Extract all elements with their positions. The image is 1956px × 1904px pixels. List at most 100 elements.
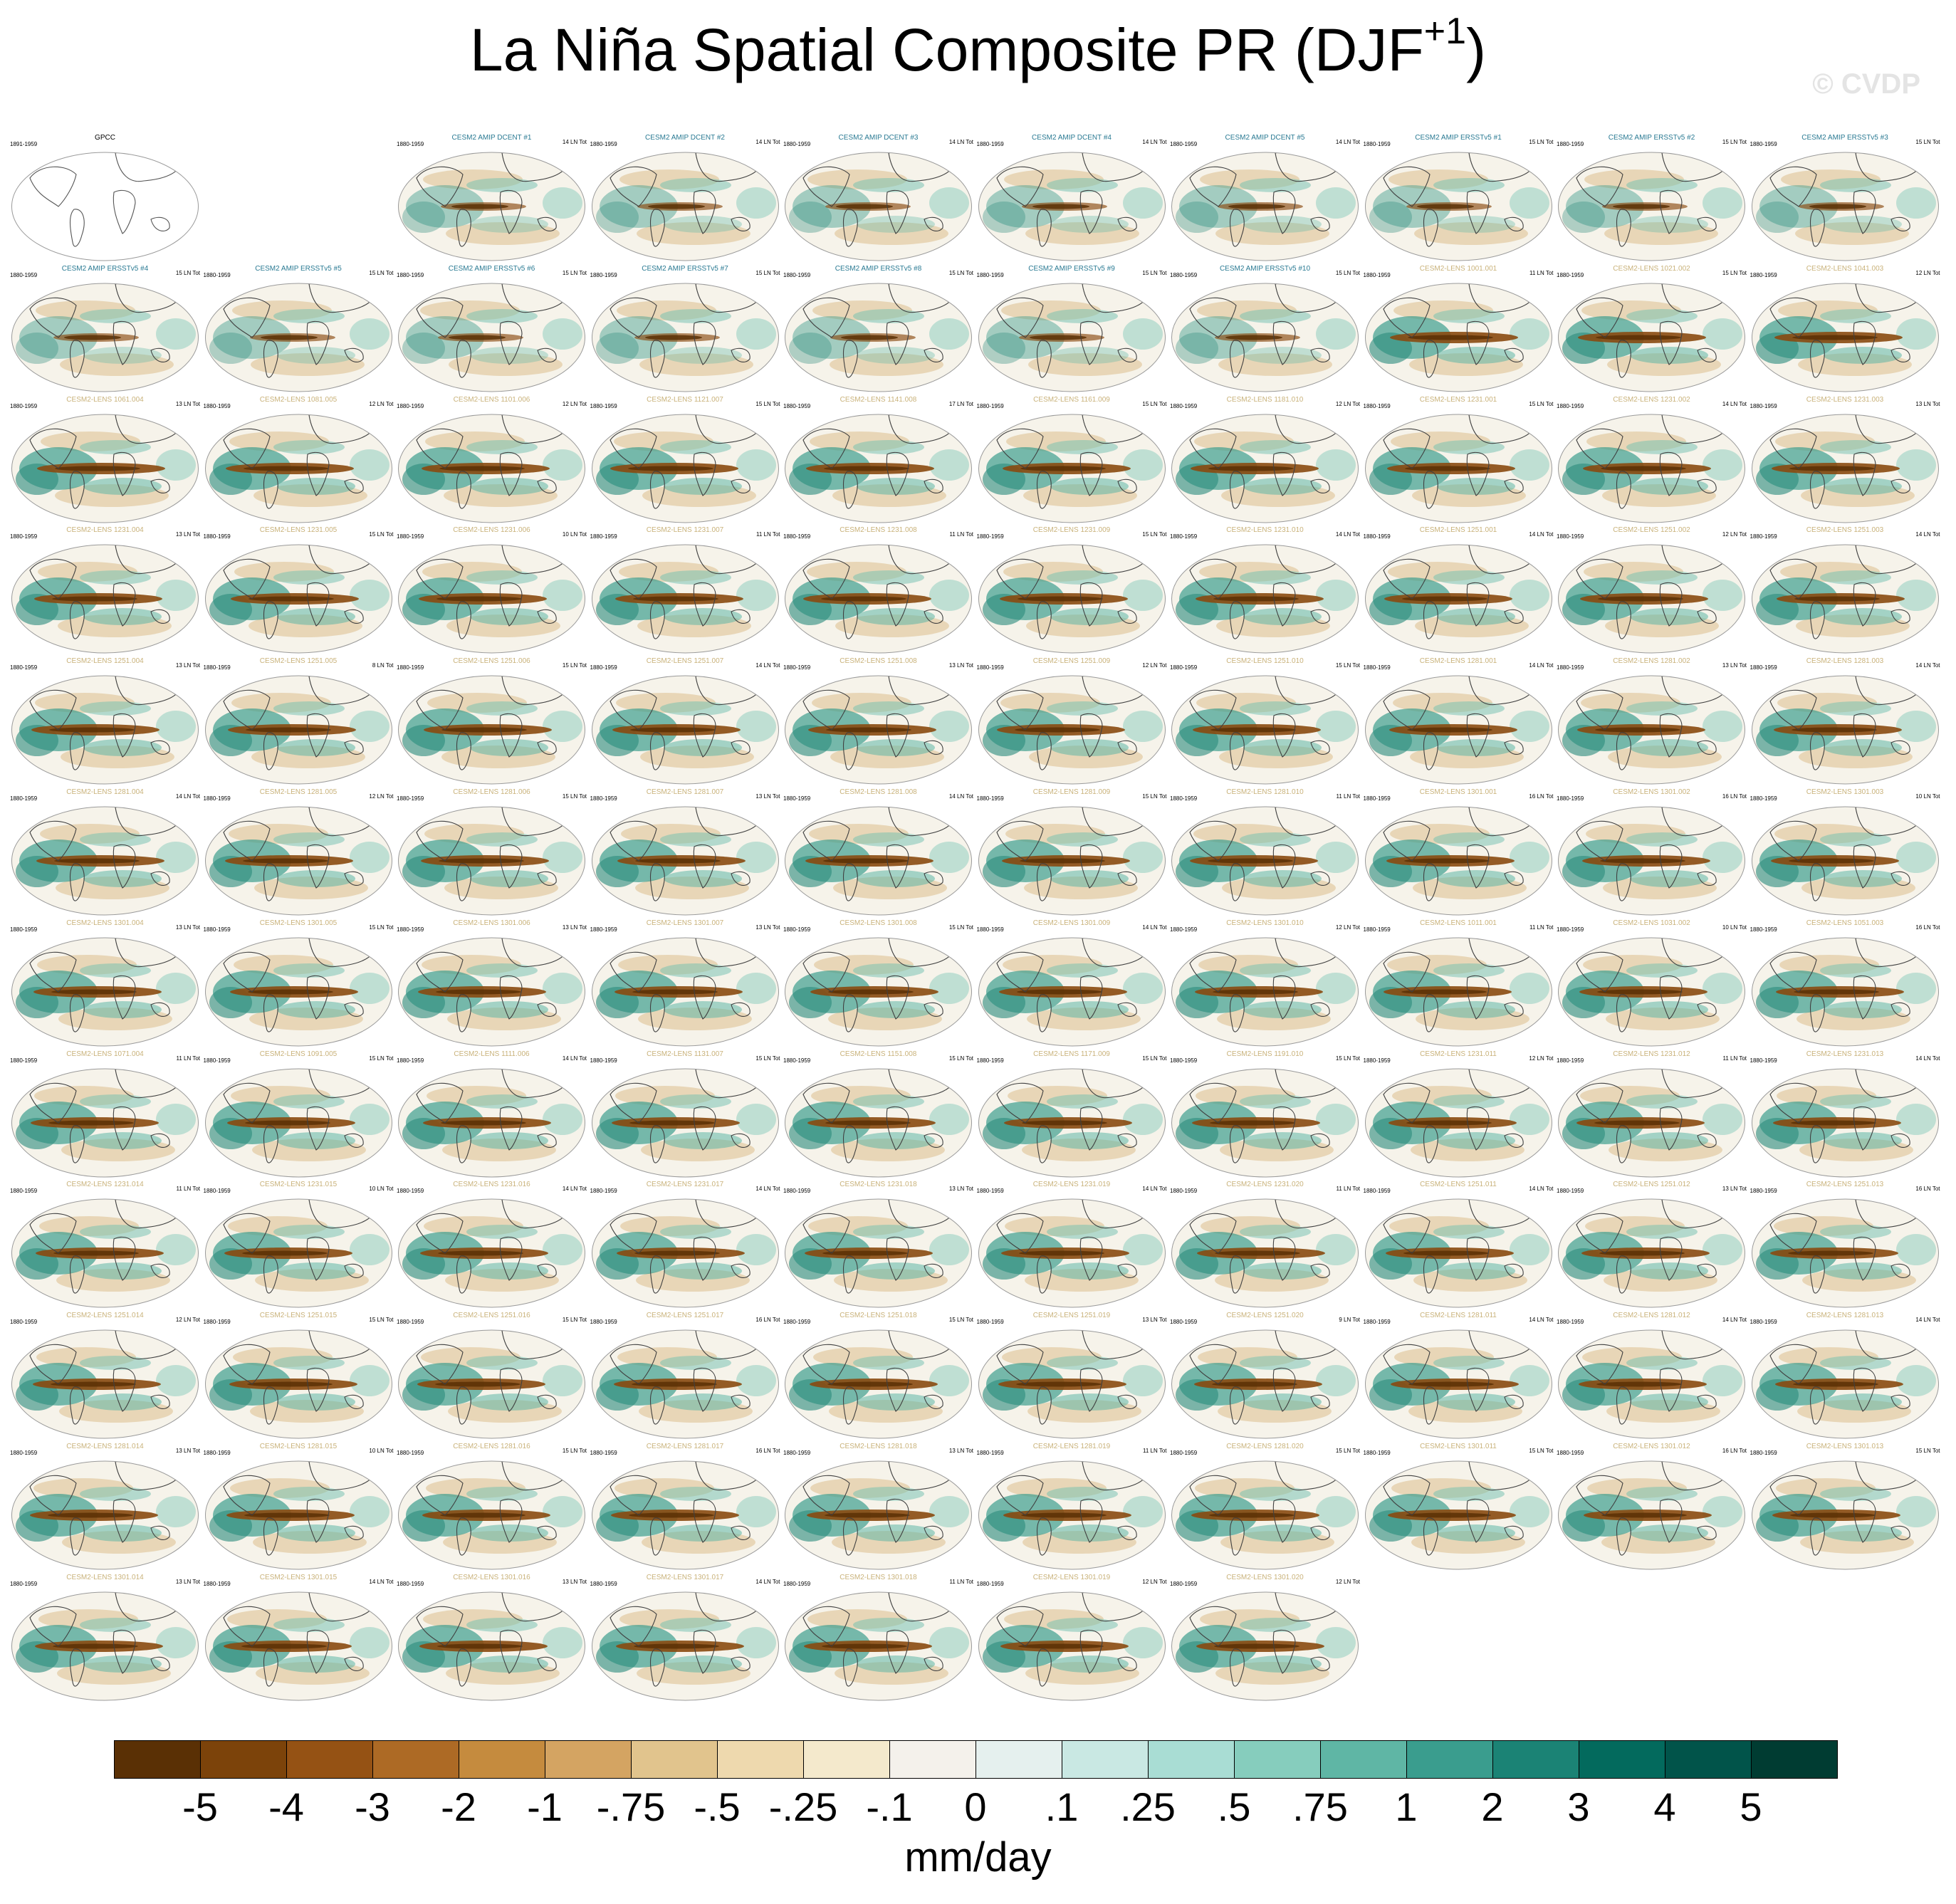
panel-event-count: 14 LN Tot (1915, 662, 1940, 669)
map-panel: CESM2-LENS 1251.009 1880-1959 12 LN Tot (976, 657, 1168, 790)
panel-period: 1880-1959 (590, 1450, 617, 1456)
panel-event-count: 15 LN Tot (562, 269, 587, 276)
robinson-map (204, 1198, 392, 1308)
map-panel: CESM2-LENS 1281.014 1880-1959 13 LN Tot (9, 1443, 202, 1575)
map-panel: CESM2-LENS 1251.014 1880-1959 12 LN Tot (9, 1312, 202, 1444)
robinson-map (204, 1329, 392, 1439)
panel-title: CESM2-LENS 1231.010 (1226, 526, 1304, 535)
robinson-map (398, 806, 585, 916)
map-panel: CESM2-LENS 1251.017 1880-1959 16 LN Tot (589, 1312, 782, 1444)
panel-title: CESM2-LENS 1141.008 (840, 395, 917, 404)
panel-event-count: 14 LN Tot (562, 1055, 587, 1062)
panel-period: 1880-1959 (203, 402, 231, 409)
panel-period: 1880-1959 (1363, 926, 1391, 933)
robinson-map (1558, 675, 1745, 785)
robinson-map (398, 1329, 585, 1439)
panel-title: CESM2-LENS 1281.014 (66, 1443, 144, 1450)
panel-event-count: 12 LN Tot (175, 1317, 200, 1324)
robinson-map (11, 1591, 199, 1701)
robinson-map (591, 1068, 779, 1178)
panel-event-count: 13 LN Tot (175, 924, 200, 931)
robinson-map (1171, 283, 1359, 392)
title-close: ) (1466, 16, 1487, 83)
colorbar-box (1579, 1740, 1665, 1779)
map-panel: CESM2-LENS 1251.020 1880-1959 9 LN Tot (1168, 1312, 1361, 1444)
robinson-map (204, 1068, 392, 1178)
robinson-map (785, 675, 972, 785)
robinson-map (785, 1591, 972, 1701)
map-panel: CESM2 AMIP DCENT #5 1880-1959 14 LN Tot (1168, 134, 1361, 266)
robinson-map (591, 806, 779, 916)
panel-event-count: 14 LN Tot (1722, 400, 1747, 407)
map-panel: CESM2-LENS 1281.009 1880-1959 15 LN Tot (976, 788, 1168, 921)
panel-event-count: 12 LN Tot (1335, 924, 1360, 931)
panel-period: 1880-1959 (783, 1450, 811, 1456)
panel-title: CESM2-LENS 1231.015 (259, 1181, 338, 1189)
robinson-map (204, 544, 392, 654)
map-panel: CESM2-LENS 1251.012 1880-1959 13 LN Tot (1555, 1181, 1748, 1313)
robinson-map (1364, 937, 1552, 1047)
panel-period: 1880-1959 (10, 1450, 38, 1456)
panel-event-count: 13 LN Tot (755, 924, 780, 931)
map-panel: CESM2-LENS 1301.016 1880-1959 13 LN Tot (395, 1574, 588, 1706)
panel-title: CESM2 AMIP ERSSTv5 #2 (1608, 134, 1695, 142)
panel-title: CESM2-LENS 1281.017 (646, 1443, 724, 1450)
colorbar-tick-label: 5 (1740, 1784, 1762, 1829)
panel-period: 1880-1959 (1170, 1580, 1198, 1587)
map-panel: CESM2 AMIP DCENT #4 1880-1959 14 LN Tot (976, 134, 1168, 266)
map-panel: CESM2-LENS 1251.007 1880-1959 14 LN Tot (589, 657, 782, 790)
robinson-map (11, 283, 199, 392)
panel-title: CESM2-LENS 1101.006 (453, 395, 530, 404)
panel-period: 1880-1959 (10, 533, 38, 540)
robinson-map (398, 152, 585, 261)
panel-title: CESM2 AMIP ERSSTv5 #6 (448, 264, 535, 273)
colorbar-tick-label: -4 (268, 1784, 304, 1829)
panel-event-count: 15 LN Tot (1722, 139, 1747, 145)
panel-event-count: 12 LN Tot (1142, 1578, 1167, 1585)
robinson-map (1558, 1329, 1745, 1439)
panel-title: CESM2-LENS 1231.019 (1032, 1181, 1111, 1189)
map-panel: CESM2-LENS 1251.016 1880-1959 15 LN Tot (395, 1312, 588, 1444)
panel-title: CESM2 AMIP DCENT #4 (1032, 134, 1112, 142)
panel-title: CESM2-LENS 1281.012 (1613, 1312, 1690, 1320)
map-panel: CESM2-LENS 1231.003 1880-1959 13 LN Tot (1749, 396, 1942, 528)
map-panel: CESM2-LENS 1281.003 1880-1959 14 LN Tot (1749, 657, 1942, 790)
panel-period: 1880-1959 (783, 1580, 811, 1587)
panel-event-count: 10 LN Tot (1722, 924, 1747, 931)
panel-event-count: 14 LN Tot (755, 662, 780, 669)
map-panel: CESM2-LENS 1301.019 1880-1959 12 LN Tot (976, 1574, 1168, 1706)
panel-event-count: 13 LN Tot (1722, 1186, 1747, 1193)
panel-period: 1880-1959 (397, 664, 424, 671)
panel-event-count: 15 LN Tot (1529, 1448, 1554, 1454)
panel-event-count: 13 LN Tot (175, 662, 200, 669)
panel-title: CESM2-LENS 1281.015 (259, 1443, 338, 1450)
panel-title: CESM2 AMIP ERSSTv5 #9 (1028, 264, 1115, 273)
panel-title: CESM2 AMIP DCENT #3 (838, 134, 919, 142)
robinson-map (1171, 806, 1359, 916)
panel-event-count: 12 LN Tot (562, 400, 587, 407)
map-panel: CESM2-LENS 1091.005 1880-1959 15 LN Tot (202, 1050, 395, 1183)
robinson-map (1171, 937, 1359, 1047)
robinson-map (1751, 806, 1939, 916)
robinson-map (1364, 414, 1552, 523)
panel-event-count: 13 LN Tot (562, 1578, 587, 1585)
panel-title: CESM2-LENS 1301.018 (840, 1573, 917, 1581)
panel-title: CESM2-LENS 1011.001 (1420, 919, 1497, 927)
robinson-map (11, 1068, 199, 1178)
map-panel: CESM2-LENS 1231.005 1880-1959 15 LN Tot (202, 526, 395, 659)
map-panel: CESM2-LENS 1301.010 1880-1959 12 LN Tot (1168, 919, 1361, 1052)
panel-event-count: 10 LN Tot (562, 531, 587, 538)
panel-title: CESM2 AMIP ERSSTv5 #8 (835, 264, 922, 273)
panel-period: 1880-1959 (1557, 271, 1584, 278)
title-superscript: +1 (1423, 11, 1467, 52)
panel-title: CESM2-LENS 1231.020 (1226, 1181, 1304, 1189)
panel-event-count: 14 LN Tot (1915, 1055, 1940, 1062)
colorbar-units: mm/day (904, 1834, 1052, 1881)
colorbar-tick-label: -.1 (866, 1784, 913, 1829)
panel-event-count: 13 LN Tot (175, 400, 200, 407)
map-panel: CESM2-LENS 1251.010 1880-1959 15 LN Tot (1168, 657, 1361, 790)
colorbar-box (631, 1740, 718, 1779)
colorbar-box (1751, 1740, 1838, 1779)
panel-period: 1880-1959 (1363, 1188, 1391, 1195)
panel-event-count: 10 LN Tot (369, 1448, 394, 1454)
